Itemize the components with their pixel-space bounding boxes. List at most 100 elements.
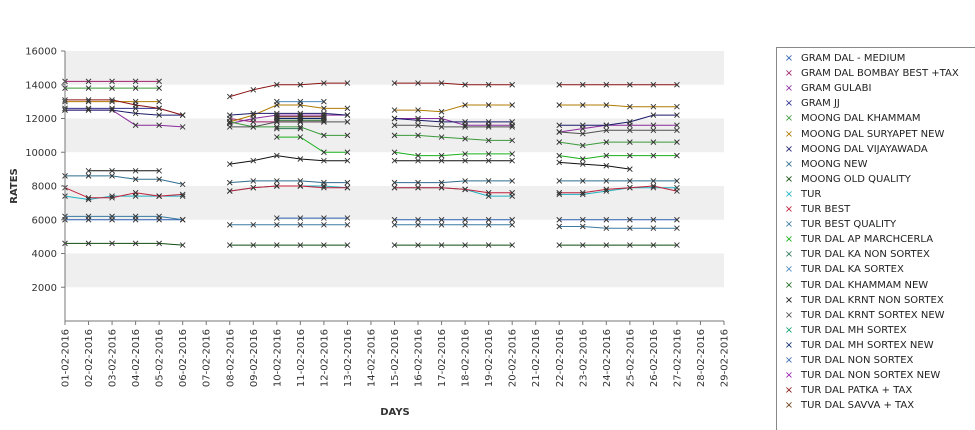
- data-point: [603, 178, 610, 184]
- data-point: [509, 216, 515, 223]
- x-tick-label: 03-02-2016: [108, 329, 119, 387]
- series-line: [559, 185, 678, 194]
- legend-marker-icon: ×: [784, 173, 794, 185]
- data-point: [485, 221, 492, 228]
- legend-marker-icon: ×: [784, 370, 794, 382]
- data-point: [438, 134, 445, 140]
- x-tick-label: 21-02-2016: [531, 329, 542, 387]
- x-tick-label: 06-02-2016: [178, 329, 189, 387]
- data-point: [109, 107, 115, 113]
- series-line: [229, 82, 348, 98]
- series-line: [394, 187, 513, 194]
- data-point: [462, 102, 468, 108]
- data-point: [556, 223, 563, 230]
- data-point: [321, 157, 327, 164]
- series-line: [229, 180, 348, 184]
- data-point: [415, 117, 421, 124]
- series-line: [229, 104, 348, 123]
- data-point: [462, 221, 468, 228]
- data-point: [85, 85, 92, 91]
- data-point: [274, 183, 280, 189]
- data-point: [579, 161, 586, 167]
- x-tick-label: 13-02-2016: [343, 329, 354, 387]
- data-point: [579, 216, 586, 223]
- data-point: [250, 110, 257, 117]
- data-point: [109, 105, 115, 112]
- legend-marker-icon: ×: [784, 249, 794, 261]
- data-point: [556, 81, 563, 88]
- data-point: [274, 115, 280, 122]
- data-point: [250, 86, 257, 93]
- data-point: [156, 85, 162, 91]
- data-point: [674, 103, 680, 110]
- y-tick-label: 2000: [32, 283, 57, 294]
- x-tick-label: 16-02-2016: [414, 329, 425, 387]
- legend-item: × GRAM JJ: [783, 97, 840, 111]
- data-point: [156, 167, 162, 174]
- data-point: [321, 184, 327, 191]
- data-point: [344, 215, 351, 221]
- data-point: [650, 103, 657, 110]
- data-point: [391, 179, 398, 186]
- x-tick-label: 28-02-2016: [696, 329, 707, 387]
- x-tick-label: 20-02-2016: [508, 329, 519, 387]
- data-point: [391, 184, 398, 191]
- series-markers: [62, 78, 680, 248]
- legend-item: × GRAM GULABI: [783, 82, 872, 96]
- axes: 2000 4000 6000 8000 10000 12000 14000 16000 01-0…: [25, 47, 730, 388]
- series-line: [64, 187, 183, 199]
- legend-marker-icon: ×: [784, 98, 794, 110]
- series-line: [229, 121, 348, 128]
- data-point: [462, 178, 468, 184]
- legend-marker-icon: ×: [784, 294, 794, 306]
- data-point: [674, 216, 680, 223]
- x-tick-label: 11-02-2016: [296, 329, 307, 387]
- legend-marker-icon: ×: [784, 385, 794, 397]
- data-point: [391, 149, 398, 156]
- data-point: [85, 105, 92, 112]
- series-line: [229, 185, 348, 192]
- data-point: [344, 184, 351, 191]
- data-point: [274, 215, 280, 221]
- data-point: [274, 98, 280, 105]
- data-point: [85, 196, 92, 203]
- data-point: [156, 112, 162, 118]
- x-tick-label: 19-02-2016: [484, 329, 495, 387]
- data-point: [85, 240, 92, 247]
- data-point: [297, 221, 304, 228]
- legend-marker-icon: ×: [784, 68, 794, 80]
- data-point: [156, 240, 162, 247]
- series-line: [65, 99, 183, 116]
- data-point: [226, 161, 233, 167]
- data-point: [179, 191, 186, 198]
- legend-marker-icon: ×: [784, 355, 794, 366]
- data-point: [462, 242, 468, 248]
- x-tick-label: 10-02-2016: [272, 329, 283, 387]
- x-tick-label: 07-02-2016: [202, 329, 213, 387]
- data-point: [603, 162, 610, 169]
- legend-label: TUR BEST QUALITY: [801, 219, 897, 231]
- data-point: [132, 167, 139, 174]
- legend-label: TUR DAL MH SORTEX NEW: [801, 339, 934, 351]
- data-point: [674, 178, 680, 184]
- data-point: [297, 134, 304, 140]
- data-point: [462, 135, 468, 142]
- data-point: [627, 242, 633, 248]
- data-point: [556, 189, 563, 196]
- grid-band: [65, 51, 724, 85]
- data-point: [603, 127, 610, 134]
- data-point: [462, 216, 468, 223]
- legend-label: TUR BEST: [801, 204, 851, 215]
- x-tick-label: 18-02-2016: [461, 329, 472, 387]
- data-point: [556, 139, 563, 145]
- legend-label: MOONG OLD QUALITY: [801, 173, 911, 185]
- data-point: [509, 124, 515, 130]
- data-point: [650, 112, 657, 118]
- data-point: [250, 124, 257, 130]
- legend-item: × TUR DAL NON SORTEX NEW: [783, 369, 940, 383]
- legend-item: × TUR DAL NON SORTEX: [783, 354, 914, 368]
- data-point: [674, 188, 680, 194]
- series-line: [65, 175, 183, 185]
- data-point: [627, 81, 633, 88]
- data-point: [579, 178, 586, 184]
